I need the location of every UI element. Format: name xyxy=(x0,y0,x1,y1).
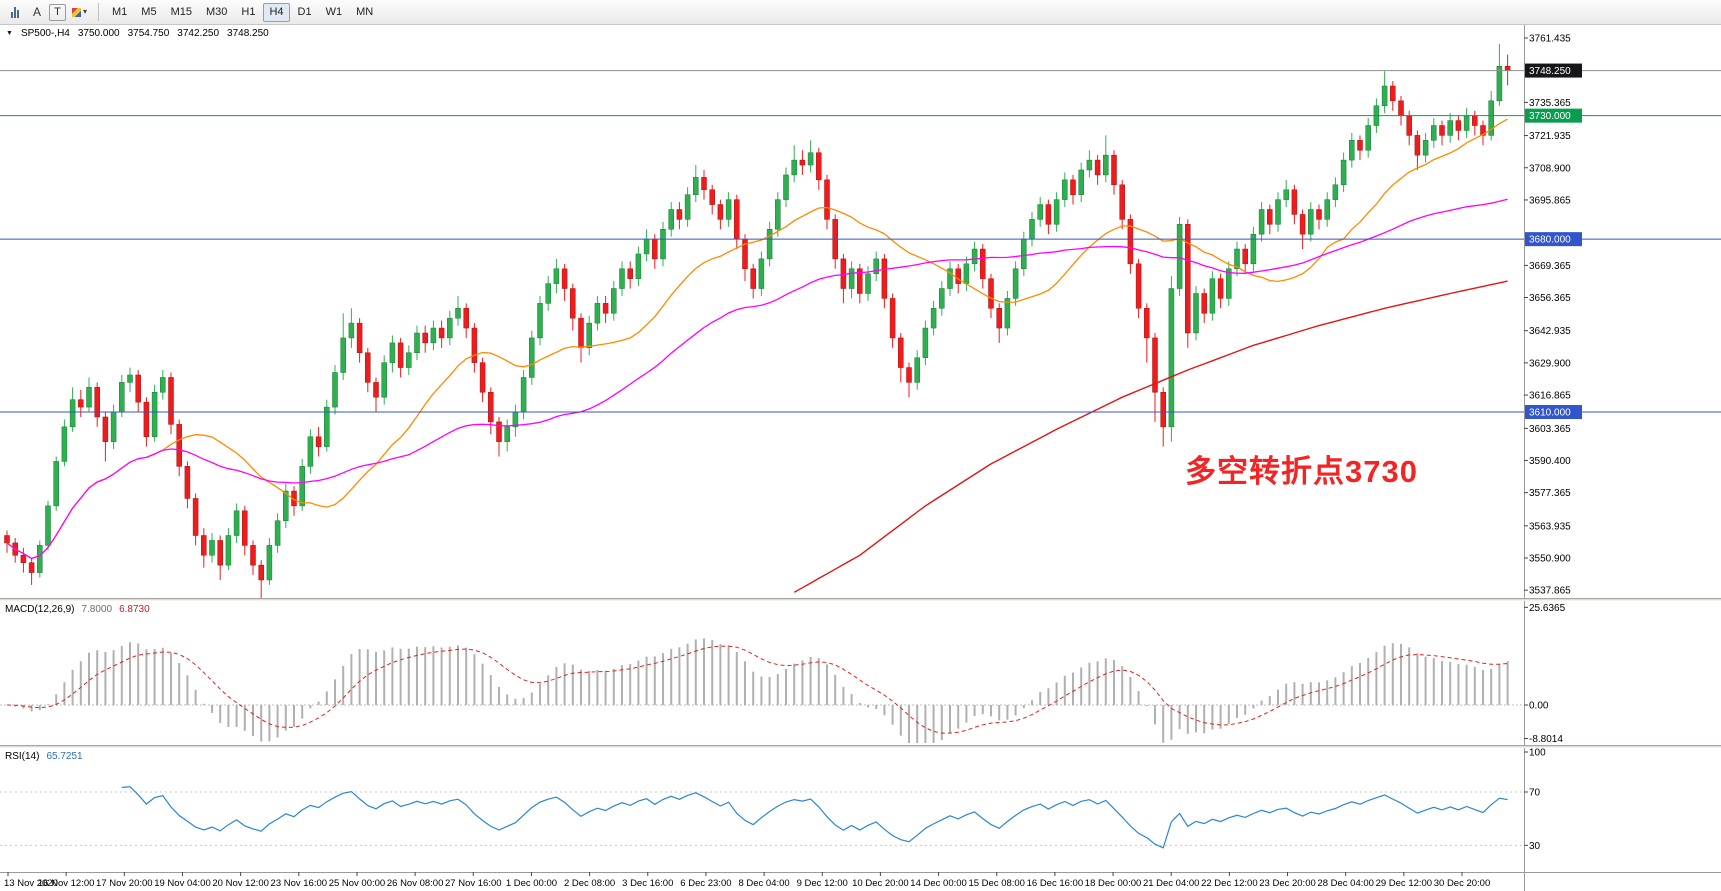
svg-text:3735.365: 3735.365 xyxy=(1529,98,1571,109)
timeframe-button-h4[interactable]: H4 xyxy=(263,2,290,22)
rsi-name: RSI(14) xyxy=(5,751,40,762)
svg-text:18 Dec 00:00: 18 Dec 00:00 xyxy=(1085,878,1142,889)
svg-text:3708.900: 3708.900 xyxy=(1529,163,1571,174)
svg-text:25 Nov 00:00: 25 Nov 00:00 xyxy=(329,878,386,889)
svg-text:3748.250: 3748.250 xyxy=(1529,66,1571,77)
candlestick-series xyxy=(4,44,1511,600)
svg-text:3577.365: 3577.365 xyxy=(1529,488,1571,499)
svg-text:16 Dec 16:00: 16 Dec 16:00 xyxy=(1027,878,1084,889)
svg-text:13 Nov 2020: 13 Nov 2020 xyxy=(4,878,58,889)
palette-dropdown-button[interactable]: ▾ xyxy=(68,2,91,22)
rsi-indicator xyxy=(0,786,1524,849)
chart-symbol-ohlc: ▼ SP500-,H4 3750.000 3754.750 3742.250 3… xyxy=(6,28,269,39)
svg-text:10 Dec 20:00: 10 Dec 20:00 xyxy=(852,878,909,889)
svg-text:3590.400: 3590.400 xyxy=(1529,456,1571,467)
rsi-indicator-label: RSI(14) 65.7251 xyxy=(5,751,83,762)
svg-text:3680.000: 3680.000 xyxy=(1529,235,1571,246)
svg-text:2 Dec 08:00: 2 Dec 08:00 xyxy=(564,878,615,889)
time-scale[interactable] xyxy=(0,872,1721,891)
bar-low-value: 3742.250 xyxy=(177,28,220,39)
svg-text:6 Dec 23:00: 6 Dec 23:00 xyxy=(680,878,731,889)
svg-text:3730.000: 3730.000 xyxy=(1529,111,1571,122)
symbol-period-label: SP500-,H4 xyxy=(20,28,70,39)
svg-text:3669.365: 3669.365 xyxy=(1529,261,1571,272)
svg-text:20 Nov 12:00: 20 Nov 12:00 xyxy=(212,878,269,889)
svg-text:0.00: 0.00 xyxy=(1529,701,1549,712)
svg-text:30: 30 xyxy=(1529,841,1541,852)
timeframe-button-m30[interactable]: M30 xyxy=(205,6,228,18)
caret-down-icon: ▾ xyxy=(83,7,88,16)
svg-text:21 Dec 04:00: 21 Dec 04:00 xyxy=(1143,878,1200,889)
bar-open-value: 3750.000 xyxy=(77,28,120,39)
annotation-text[interactable]: 多空转折点3730 xyxy=(1185,454,1418,489)
svg-text:26 Nov 08:00: 26 Nov 08:00 xyxy=(387,878,444,889)
svg-text:70: 70 xyxy=(1529,788,1541,799)
bar-high-value: 3754.750 xyxy=(127,28,170,39)
timeframe-button-m1[interactable]: M1 xyxy=(112,6,128,18)
text-tool-button[interactable]: T xyxy=(49,3,66,21)
bar-chart-icon xyxy=(11,6,19,18)
timeframe-button-d1[interactable]: D1 xyxy=(297,6,312,18)
svg-text:3603.365: 3603.365 xyxy=(1529,424,1571,435)
svg-text:30 Dec 20:00: 30 Dec 20:00 xyxy=(1434,878,1491,889)
svg-text:3761.435: 3761.435 xyxy=(1529,34,1571,45)
moving-average-lines xyxy=(6,118,1508,593)
svg-text:-8.8014: -8.8014 xyxy=(1529,734,1563,745)
palette-icon xyxy=(72,7,81,17)
svg-text:17 Nov 20:00: 17 Nov 20:00 xyxy=(96,878,153,889)
svg-text:3563.935: 3563.935 xyxy=(1529,521,1571,532)
svg-text:19 Nov 04:00: 19 Nov 04:00 xyxy=(154,878,211,889)
svg-text:15 Dec 08:00: 15 Dec 08:00 xyxy=(968,878,1025,889)
timeframe-button-h1[interactable]: H1 xyxy=(241,6,256,18)
panel-divider-rsi[interactable] xyxy=(0,745,1721,748)
svg-text:3616.865: 3616.865 xyxy=(1529,391,1571,402)
svg-text:9 Dec 12:00: 9 Dec 12:00 xyxy=(797,878,848,889)
svg-text:25.6365: 25.6365 xyxy=(1529,603,1566,614)
svg-text:3642.935: 3642.935 xyxy=(1529,326,1571,337)
svg-text:3695.865: 3695.865 xyxy=(1529,195,1571,206)
svg-text:22 Dec 12:00: 22 Dec 12:00 xyxy=(1201,878,1258,889)
svg-text:23 Nov 16:00: 23 Nov 16:00 xyxy=(271,878,328,889)
svg-text:14 Dec 00:00: 14 Dec 00:00 xyxy=(910,878,967,889)
svg-text:3 Dec 16:00: 3 Dec 16:00 xyxy=(622,878,673,889)
chart-window-button[interactable] xyxy=(5,2,25,22)
svg-text:3721.935: 3721.935 xyxy=(1529,131,1571,142)
macd-value-main: 7.8000 xyxy=(81,604,113,615)
svg-text:100: 100 xyxy=(1529,748,1546,759)
svg-text:3610.000: 3610.000 xyxy=(1529,408,1571,419)
svg-text:3550.900: 3550.900 xyxy=(1529,553,1571,564)
svg-text:3656.365: 3656.365 xyxy=(1529,293,1571,304)
svg-text:8 Dec 04:00: 8 Dec 04:00 xyxy=(738,878,789,889)
panel-divider-macd[interactable] xyxy=(0,598,1721,601)
rsi-value: 65.7251 xyxy=(46,751,83,762)
macd-indicator-label: MACD(12,26,9) 7.8000 6.8730 xyxy=(5,604,150,615)
svg-text:3537.865: 3537.865 xyxy=(1529,586,1571,597)
bar-close-value: 3748.250 xyxy=(227,28,269,39)
svg-text:1 Dec 00:00: 1 Dec 00:00 xyxy=(506,878,557,889)
annotation-a-button[interactable]: A xyxy=(32,5,41,19)
toolbar-separator xyxy=(98,3,100,21)
toolbar: A T ▾ M1 M5 M15 M30 H1 H4 D1 W1 MN xyxy=(0,0,1721,25)
price-scale-labels: 3761.435 3735.365 3721.935 3708.900 3695.865… xyxy=(1524,25,1582,891)
svg-text:29 Dec 12:00: 29 Dec 12:00 xyxy=(1376,878,1433,889)
timeframe-button-m15[interactable]: M15 xyxy=(170,6,192,18)
svg-text:16 Nov 12:00: 16 Nov 12:00 xyxy=(38,878,95,889)
svg-text:27 Nov 16:00: 27 Nov 16:00 xyxy=(445,878,502,889)
timeframe-button-m5[interactable]: M5 xyxy=(141,6,157,18)
macd-value-signal: 6.8730 xyxy=(119,604,150,615)
macd-name: MACD(12,26,9) xyxy=(5,604,75,615)
macd-indicator xyxy=(0,638,1524,743)
svg-text:23 Dec 20:00: 23 Dec 20:00 xyxy=(1259,878,1316,889)
horizontal-level-lines[interactable] xyxy=(0,70,1721,413)
timeframe-button-mn[interactable]: MN xyxy=(356,6,374,18)
svg-text:3629.900: 3629.900 xyxy=(1529,358,1571,369)
timeframe-button-w1[interactable]: W1 xyxy=(325,6,343,18)
one-click-trading-arrow-icon[interactable]: ▼ xyxy=(6,30,13,37)
timeframe-group: M1 M5 M15 M30 H1 H4 D1 W1 MN xyxy=(105,2,380,22)
svg-text:28 Dec 04:00: 28 Dec 04:00 xyxy=(1317,878,1374,889)
